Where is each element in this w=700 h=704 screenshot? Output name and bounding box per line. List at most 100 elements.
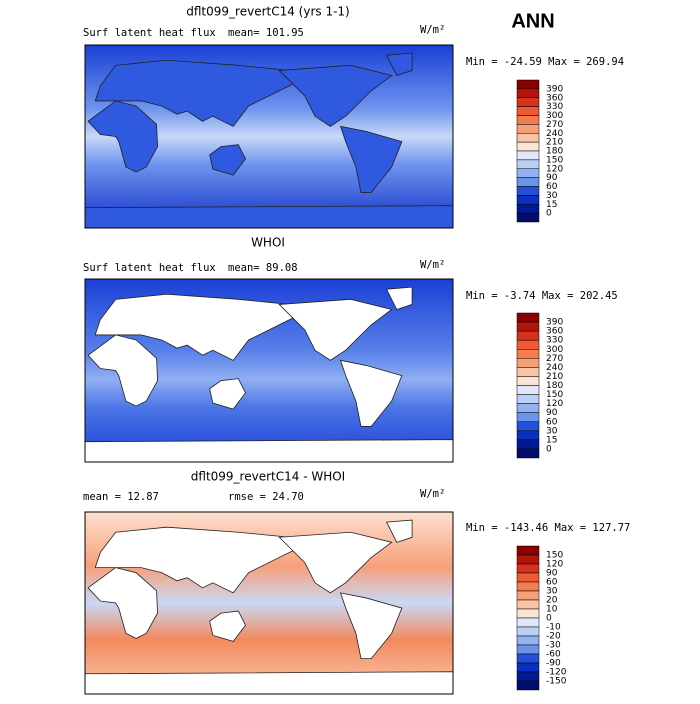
panel-title: dflt099_revertC14 - WHOI — [191, 470, 345, 484]
colorbar-label: 270 — [546, 120, 563, 130]
colorbar-box — [516, 644, 540, 655]
colorbar-box — [516, 106, 540, 116]
colorbar-box — [516, 572, 540, 583]
colorbar-label: -10 — [546, 623, 561, 633]
colorbar-label: 0 — [546, 209, 552, 219]
colorbar-box — [516, 599, 540, 610]
colorbar-label: 20 — [546, 596, 558, 606]
colorbar-box — [516, 141, 540, 152]
colorbar-label: 60 — [546, 182, 558, 192]
colorbar-box — [516, 385, 540, 395]
colorbar-box — [516, 204, 540, 214]
colorbar-box — [516, 312, 540, 323]
colorbar-label: 390 — [546, 84, 563, 94]
colorbar-label: 30 — [546, 191, 558, 201]
colorbar-box — [516, 581, 540, 592]
colorbar-label: 60 — [546, 578, 558, 588]
colorbar-box — [516, 159, 540, 169]
panel-minmax: Min = -3.74 Max = 202.45 — [466, 290, 618, 302]
colorbar-box — [516, 448, 540, 459]
colorbar-label: 15 — [546, 200, 557, 210]
panel-minmax: Min = -24.59 Max = 269.94 — [466, 56, 624, 68]
colorbar-box — [516, 403, 540, 413]
colorbar-box — [516, 97, 540, 107]
colorbar-box — [516, 421, 540, 432]
colorbar-box — [516, 608, 540, 619]
colorbar-box — [516, 430, 540, 441]
colorbar-box — [516, 339, 540, 350]
colorbar-label: 30 — [546, 587, 558, 597]
map-frame — [84, 278, 454, 463]
colorbar-box — [516, 124, 540, 134]
colorbar-box — [516, 653, 540, 664]
colorbar-box — [516, 212, 540, 223]
colorbar-label: 390 — [546, 318, 563, 328]
colorbar-label: 90 — [546, 173, 558, 183]
colorbar-box — [516, 195, 540, 205]
colorbar-box — [516, 79, 540, 90]
colorbar-box — [516, 635, 540, 646]
colorbar-label: 210 — [546, 138, 563, 148]
colorbar-label: 15 — [546, 435, 557, 445]
colorbar-box — [516, 177, 540, 187]
colorbar-label: 360 — [546, 327, 563, 337]
colorbar-label: 210 — [546, 372, 563, 382]
colorbar-label: 180 — [546, 147, 563, 157]
colorbar-label: 240 — [546, 129, 563, 139]
colorbar-label: 60 — [546, 417, 558, 427]
panel-units: W/m² — [420, 488, 445, 500]
colorbar-label: -150 — [546, 677, 567, 687]
colorbar-label: 150 — [546, 551, 563, 561]
colorbar-box — [516, 150, 540, 161]
panel-stat: mean= 101.95 — [228, 27, 304, 39]
colorbar-box — [516, 394, 540, 404]
panel-title: WHOI — [251, 236, 285, 250]
colorbar-box — [516, 349, 540, 359]
colorbar-box — [516, 545, 540, 556]
panel-units: W/m² — [420, 24, 445, 36]
map-frame — [84, 511, 454, 695]
colorbar-label: -60 — [546, 650, 561, 660]
panel-units: W/m² — [420, 259, 445, 271]
colorbar-box — [516, 115, 540, 125]
colorbar-box — [516, 88, 540, 98]
colorbar-box — [516, 617, 540, 628]
colorbar-label: 180 — [546, 381, 563, 391]
colorbar-label: 330 — [546, 102, 563, 112]
colorbar-label: 300 — [546, 111, 563, 121]
colorbar-label: 240 — [546, 363, 563, 373]
colorbar-label: 90 — [546, 408, 558, 418]
panel-left-label: Surf latent heat flux — [83, 27, 216, 39]
colorbar-box — [516, 563, 540, 574]
colorbar-label: 150 — [546, 155, 563, 165]
map — [84, 278, 454, 463]
season-label: ANN — [511, 10, 554, 32]
colorbar-box — [516, 680, 540, 691]
colorbar-box — [516, 439, 540, 450]
colorbar-box — [516, 412, 540, 422]
panel-left-label: mean = 12.87 — [83, 491, 159, 503]
colorbar-label: 330 — [546, 336, 563, 346]
colorbar-label: -120 — [546, 668, 567, 678]
colorbar-box — [516, 133, 540, 143]
panel-title: dflt099_revertC14 (yrs 1-1) — [186, 5, 350, 19]
colorbar-box — [516, 330, 540, 341]
colorbar-label: 300 — [546, 345, 563, 355]
colorbar-box — [516, 321, 540, 332]
map — [84, 44, 454, 229]
colorbar-label: -90 — [546, 659, 561, 669]
colorbar-label: 270 — [546, 354, 563, 364]
colorbar-box — [516, 358, 540, 368]
colorbar-box — [516, 671, 540, 682]
colorbar-box — [516, 376, 540, 386]
colorbar-label: 0 — [546, 614, 552, 624]
map — [84, 511, 454, 695]
colorbar-label: 0 — [546, 444, 552, 454]
colorbar-box — [516, 367, 540, 377]
colorbar-label: 120 — [546, 164, 563, 174]
panel-stat: rmse = 24.70 — [228, 491, 304, 503]
colorbar-label: 360 — [546, 93, 563, 103]
colorbar-box — [516, 186, 540, 196]
colorbar-box — [516, 554, 540, 565]
panel-left-label: Surf latent heat flux — [83, 262, 216, 274]
